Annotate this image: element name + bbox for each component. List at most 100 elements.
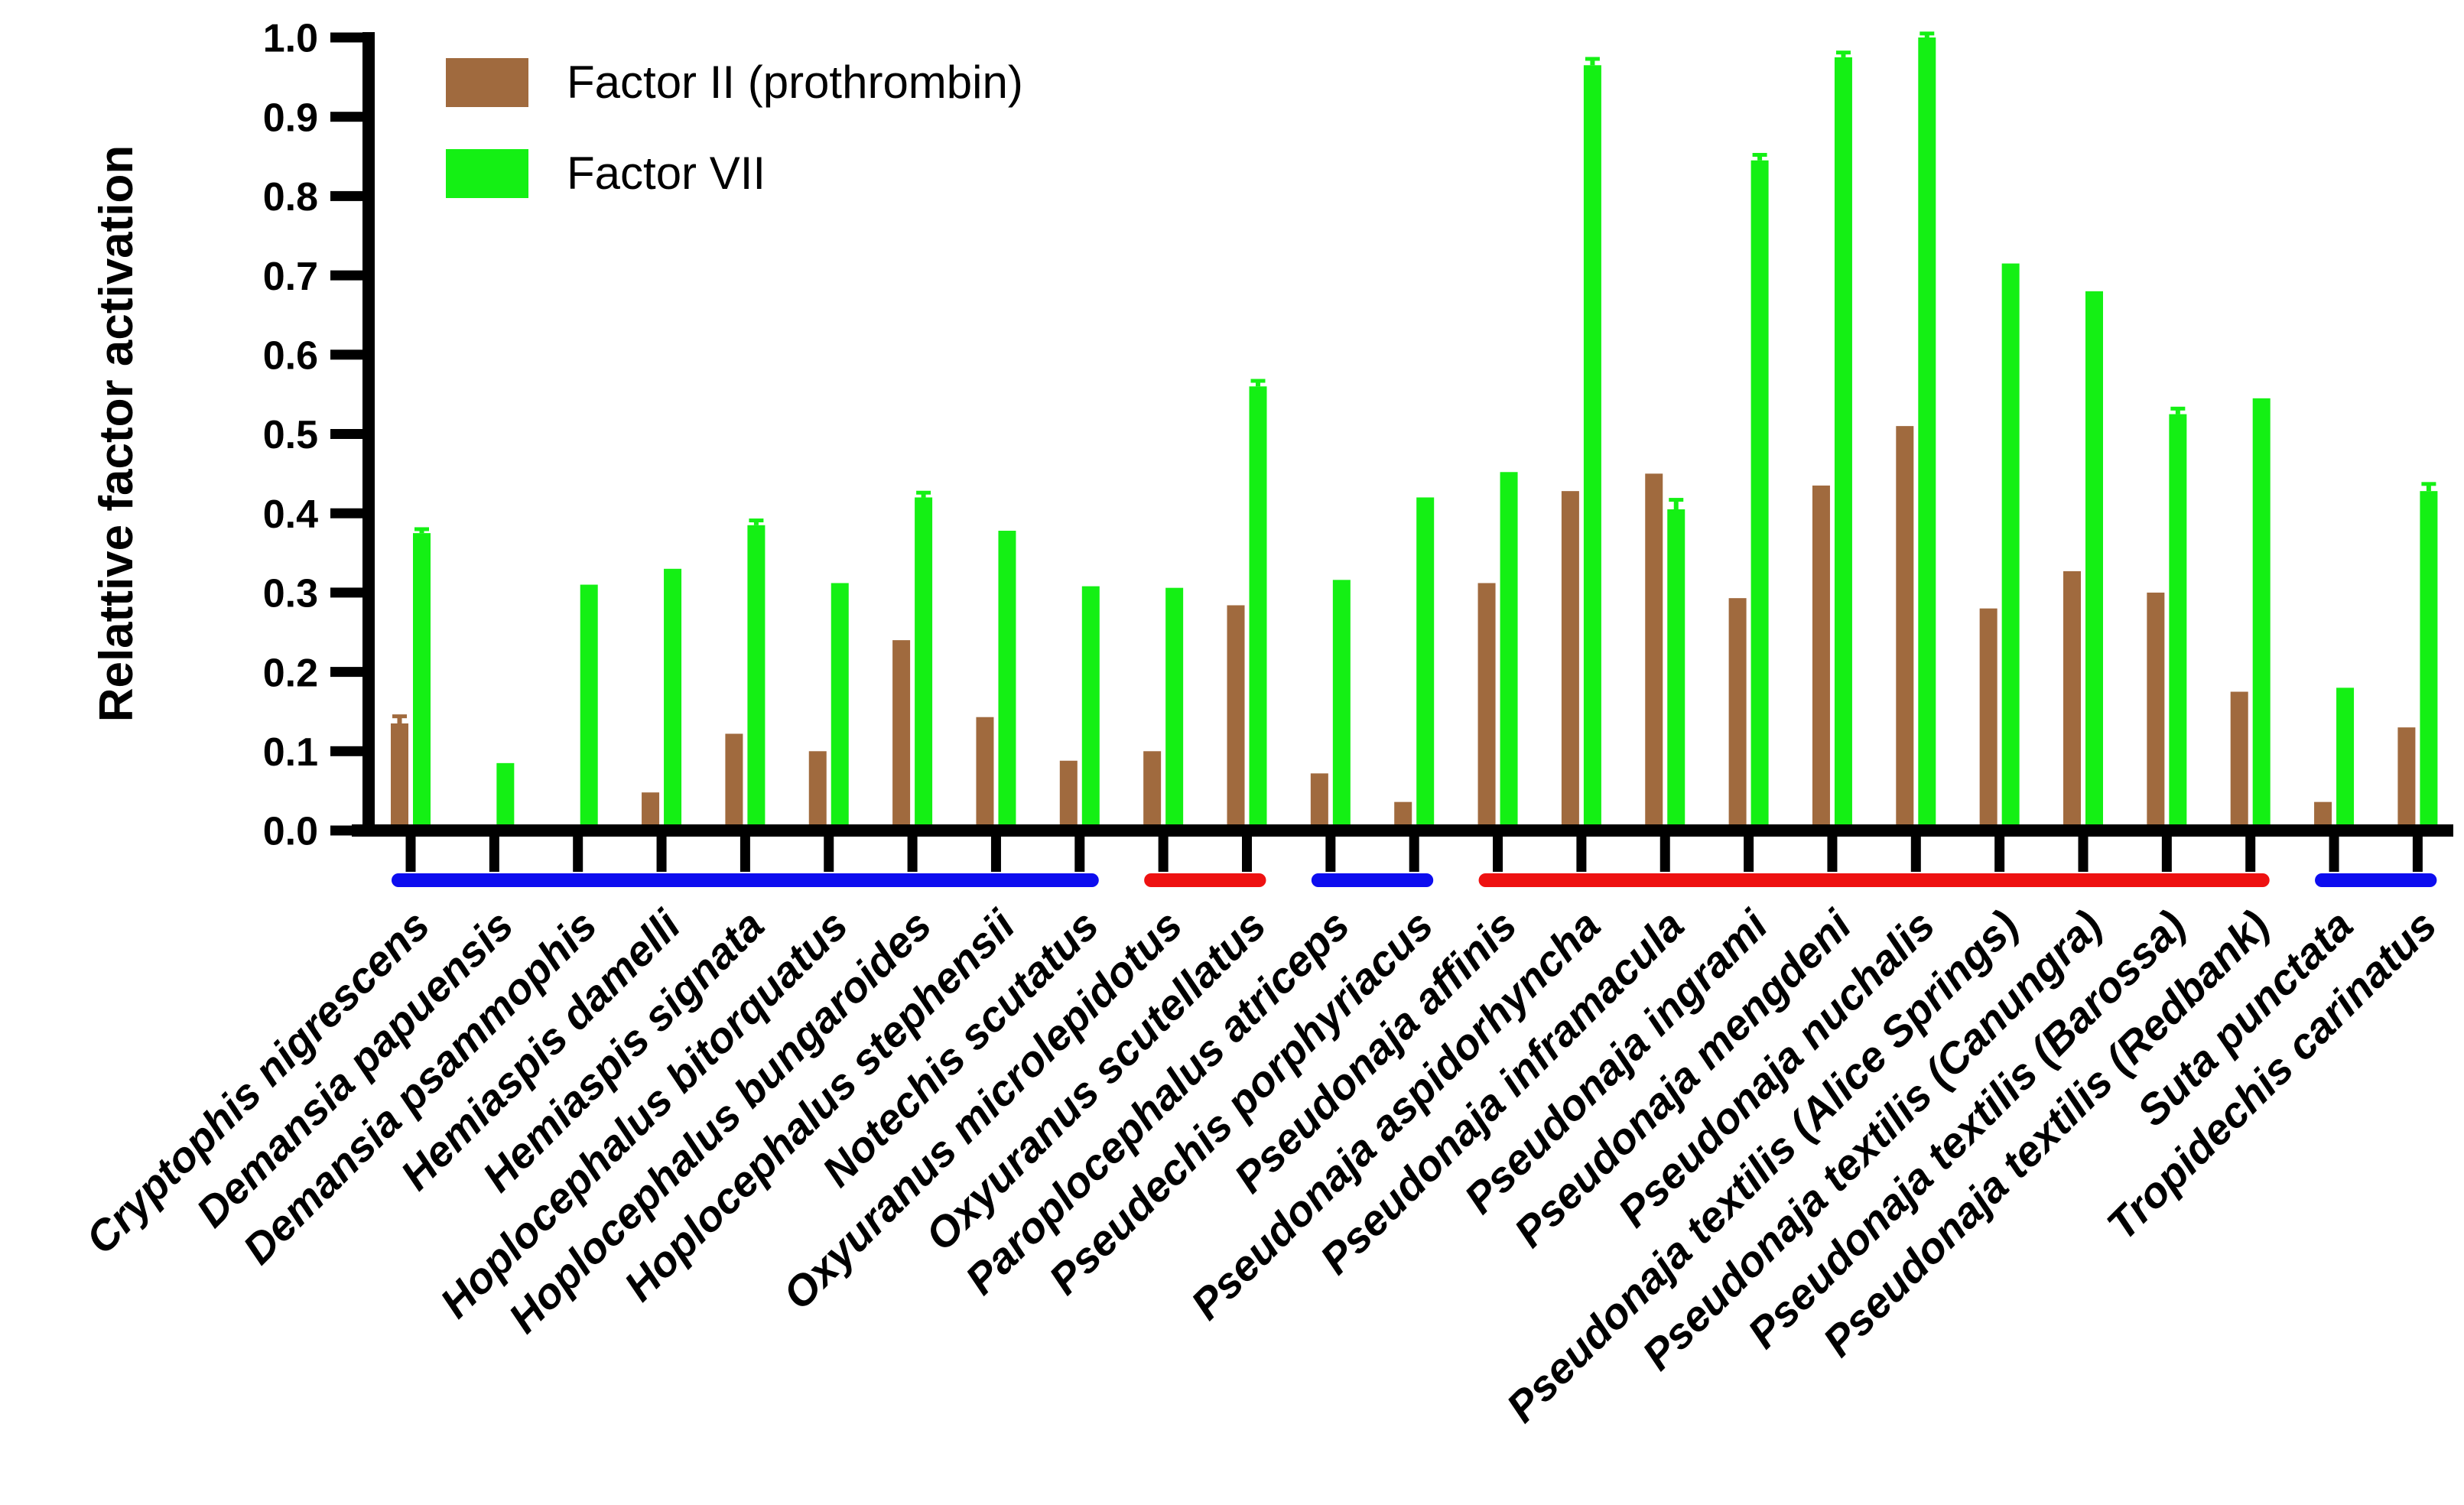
- y-tick-label: 0.7: [263, 255, 318, 299]
- y-tick: [330, 190, 362, 201]
- error-bar-cap: [1835, 50, 1851, 55]
- error-bar-cap: [916, 490, 931, 495]
- x-tick: [1409, 837, 1419, 872]
- factor-vii-bar: [2001, 263, 2020, 831]
- x-tick: [740, 837, 750, 872]
- x-tick: [907, 837, 918, 872]
- y-tick-label: 0.8: [263, 175, 318, 219]
- legend-label-factor-ii: Factor II (prothrombin): [567, 57, 1023, 108]
- y-tick-label: 1.0: [263, 17, 318, 61]
- x-tick: [656, 837, 667, 872]
- factor-vii-bar: [1750, 160, 1769, 831]
- factor-ii-bar: [391, 723, 408, 831]
- legend-swatch-factor-vii: [446, 149, 528, 198]
- factor-ii-bar: [1227, 605, 1245, 831]
- error-bar-stem: [921, 492, 926, 498]
- y-tick: [330, 32, 362, 43]
- x-tick: [1576, 837, 1587, 872]
- factor-vii-bar: [664, 568, 682, 831]
- factor-vii-bar: [1834, 57, 1852, 831]
- legend-swatch-factor-ii: [446, 58, 528, 107]
- error-bar-cap: [392, 714, 407, 719]
- x-tick: [824, 837, 834, 872]
- x-tick: [990, 837, 1001, 872]
- error-bar-stem: [2426, 483, 2431, 492]
- error-bar-cap: [749, 518, 764, 523]
- factor-vii-bar: [831, 583, 849, 831]
- error-bar-stem: [419, 528, 424, 534]
- factor-ii-bar: [1059, 760, 1078, 831]
- factor-ii-bar: [2314, 801, 2332, 831]
- factor-vii-bar: [2169, 414, 2187, 831]
- y-tick-label: 0.3: [263, 572, 318, 616]
- x-tick: [573, 837, 583, 872]
- y-tick: [330, 587, 362, 598]
- factor-ii-bar: [2397, 727, 2416, 831]
- factor-ii-bar: [1979, 608, 1998, 831]
- x-tick: [1074, 837, 1085, 872]
- factor-vii-bar: [1416, 497, 1435, 831]
- factor-ii-bar: [1310, 773, 1328, 831]
- factor-vii-bar: [2420, 491, 2438, 831]
- error-bar-stem: [2175, 408, 2180, 414]
- x-tick: [1242, 837, 1252, 872]
- legend-label-factor-vii: Factor VII: [567, 148, 766, 199]
- y-tick: [330, 667, 362, 678]
- factor-ii-bar: [808, 751, 827, 831]
- factor-vii-bar: [1918, 37, 1936, 831]
- y-axis-title: Relattive factor activation: [90, 145, 143, 723]
- y-tick: [330, 508, 362, 518]
- factor-ii-bar: [1812, 485, 1830, 831]
- y-tick-label: 0.2: [263, 651, 318, 695]
- factor-vii-bar: [1249, 386, 1267, 831]
- factor-vii-bar: [915, 497, 933, 831]
- factor-vii-bar: [2336, 687, 2355, 831]
- y-tick: [330, 825, 362, 836]
- error-bar-cap: [1669, 498, 1684, 502]
- x-tick: [489, 837, 499, 872]
- error-bar-cap: [1920, 31, 1935, 36]
- y-axis-line: [362, 32, 375, 837]
- factor-ii-bar: [976, 717, 994, 831]
- error-bar-stem: [1590, 58, 1595, 66]
- legend-item-factor-ii: Factor II (prothrombin): [446, 58, 1023, 107]
- factor-vii-bar: [2085, 291, 2103, 831]
- error-bar-stem: [1256, 381, 1260, 387]
- factor-ii-bar: [1394, 801, 1412, 831]
- factor-vii-bar: [1165, 587, 1184, 831]
- factor-ii-bar: [892, 640, 911, 831]
- factor-vii-bar: [580, 584, 598, 831]
- y-tick-label: 0.9: [263, 96, 318, 140]
- factor-ii-bar: [1728, 598, 1747, 831]
- x-tick: [1744, 837, 1754, 872]
- factor-ii-bar: [1561, 491, 1579, 831]
- y-tick-label: 0.1: [263, 730, 318, 775]
- factor-ii-bar: [1645, 473, 1663, 831]
- factor-ii-bar: [725, 733, 743, 831]
- error-bar-stem: [397, 716, 402, 724]
- y-tick: [330, 112, 362, 122]
- factor-vii-bar: [1667, 509, 1685, 831]
- error-bar-cap: [2170, 406, 2186, 411]
- factor-ii-bar: [2230, 691, 2248, 831]
- factor-ii-bar: [1143, 751, 1162, 831]
- x-tick: [1325, 837, 1336, 872]
- y-tick-label: 0.5: [263, 413, 318, 457]
- x-tick: [1994, 837, 2005, 872]
- factor-ii-bar: [1477, 583, 1496, 831]
- x-tick: [1827, 837, 1838, 872]
- legend-item-factor-vii: Factor VII: [446, 149, 1023, 198]
- x-axis-line: [352, 824, 2453, 837]
- error-bar-stem: [1673, 499, 1679, 510]
- factor-ii-bar: [642, 792, 660, 831]
- factor-ii-bar: [2063, 570, 2081, 831]
- y-tick-label: 0.4: [263, 492, 318, 537]
- error-bar-cap: [1752, 152, 1767, 157]
- y-tick: [330, 349, 362, 360]
- x-tick: [2078, 837, 2089, 872]
- factor-vii-bar: [1500, 472, 1518, 831]
- y-tick-label: 0.0: [263, 810, 318, 854]
- factor-vii-bar: [1081, 586, 1100, 831]
